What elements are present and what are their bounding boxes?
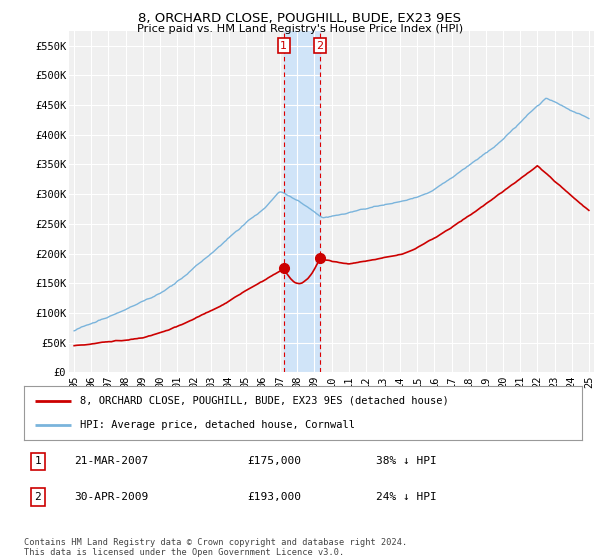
Text: 2: 2 [316, 41, 323, 50]
Text: £193,000: £193,000 [247, 492, 301, 502]
Text: 38% ↓ HPI: 38% ↓ HPI [376, 456, 436, 466]
Text: Contains HM Land Registry data © Crown copyright and database right 2024.
This d: Contains HM Land Registry data © Crown c… [24, 538, 407, 557]
Text: 1: 1 [35, 456, 41, 466]
Text: 1: 1 [280, 41, 287, 50]
Text: Price paid vs. HM Land Registry's House Price Index (HPI): Price paid vs. HM Land Registry's House … [137, 24, 463, 34]
Text: 30-APR-2009: 30-APR-2009 [74, 492, 148, 502]
Text: 24% ↓ HPI: 24% ↓ HPI [376, 492, 436, 502]
Text: 2: 2 [35, 492, 41, 502]
Text: 21-MAR-2007: 21-MAR-2007 [74, 456, 148, 466]
Text: £175,000: £175,000 [247, 456, 301, 466]
Text: HPI: Average price, detached house, Cornwall: HPI: Average price, detached house, Corn… [80, 420, 355, 430]
Text: 8, ORCHARD CLOSE, POUGHILL, BUDE, EX23 9ES (detached house): 8, ORCHARD CLOSE, POUGHILL, BUDE, EX23 9… [80, 396, 449, 406]
Text: 8, ORCHARD CLOSE, POUGHILL, BUDE, EX23 9ES: 8, ORCHARD CLOSE, POUGHILL, BUDE, EX23 9… [139, 12, 461, 25]
Bar [284, 31, 320, 372]
